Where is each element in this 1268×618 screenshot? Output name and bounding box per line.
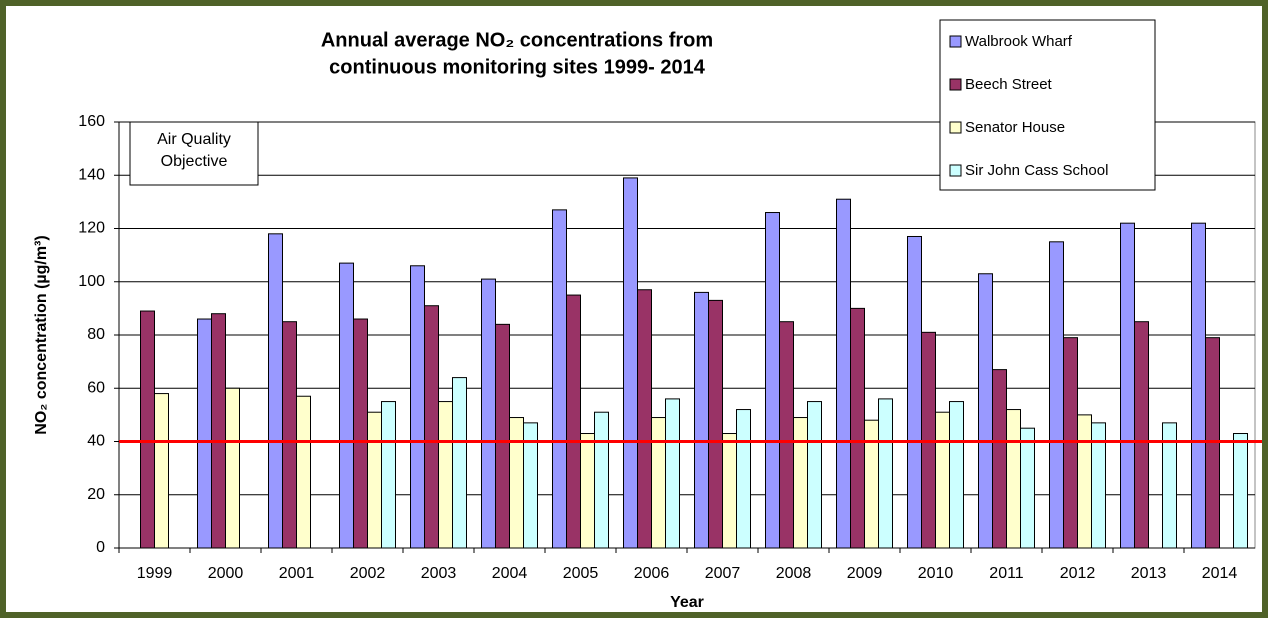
bar xyxy=(211,313,226,549)
bar xyxy=(452,377,467,549)
bar xyxy=(1233,433,1248,549)
bar xyxy=(339,262,354,549)
x-tick-label: 2007 xyxy=(705,565,741,582)
chart-title: continuous monitoring sites 1999- 2014 xyxy=(329,56,706,78)
x-tick-label: 2014 xyxy=(1202,565,1238,582)
bar xyxy=(1020,427,1035,549)
bar xyxy=(907,235,922,549)
bar xyxy=(637,289,652,549)
legend-label: Walbrook Wharf xyxy=(965,33,1073,50)
bar xyxy=(566,294,581,549)
bar xyxy=(708,299,723,549)
bar xyxy=(878,398,893,549)
objective-box xyxy=(129,121,259,186)
bar xyxy=(381,401,396,549)
bar xyxy=(807,401,822,549)
y-tick-label: 60 xyxy=(87,379,105,396)
y-tick-label: 80 xyxy=(87,326,105,343)
y-tick-label: 20 xyxy=(87,486,105,503)
x-tick-label: 2004 xyxy=(492,565,528,582)
y-tick-label: 40 xyxy=(87,433,105,450)
bar xyxy=(694,291,709,549)
bar xyxy=(296,395,311,549)
bar xyxy=(793,417,808,549)
y-tick-label: 120 xyxy=(78,220,105,237)
x-tick-label: 2010 xyxy=(918,565,954,582)
bar xyxy=(552,209,567,549)
bar xyxy=(992,369,1007,549)
x-tick-label: 2001 xyxy=(279,565,315,582)
bar xyxy=(495,323,510,549)
bar xyxy=(367,411,382,549)
bar xyxy=(779,321,794,549)
legend-box xyxy=(939,19,1156,191)
bar xyxy=(1077,414,1092,549)
bar xyxy=(481,278,496,549)
bar xyxy=(1162,422,1177,549)
x-tick-label: 2002 xyxy=(350,565,386,582)
bar xyxy=(1006,409,1021,549)
bar xyxy=(651,417,666,549)
bar xyxy=(623,177,638,549)
chart-title: Annual average NO₂ concentrations from xyxy=(321,29,713,51)
y-tick-label: 0 xyxy=(96,539,105,556)
legend-swatch xyxy=(949,164,962,177)
bar xyxy=(1134,321,1149,549)
bar xyxy=(523,422,538,549)
x-tick-label: 2006 xyxy=(634,565,670,582)
bar xyxy=(268,233,283,549)
bar xyxy=(978,273,993,549)
bar xyxy=(1191,222,1206,549)
bar xyxy=(140,310,155,549)
legend-label: Beech Street xyxy=(965,76,1053,93)
legend-swatch xyxy=(949,35,962,48)
bar xyxy=(154,393,169,549)
bar xyxy=(850,307,865,549)
legend-label: Senator House xyxy=(965,119,1065,136)
x-tick-label: 2013 xyxy=(1131,565,1167,582)
x-tick-label: 2011 xyxy=(989,565,1024,582)
x-tick-label: 2009 xyxy=(847,565,883,582)
legend-swatch xyxy=(949,121,962,134)
bar xyxy=(424,305,439,549)
x-tick-label: 2008 xyxy=(776,565,812,582)
bar xyxy=(722,433,737,549)
objective-label: Objective xyxy=(161,153,228,170)
bar xyxy=(353,318,368,549)
x-tick-label: 2005 xyxy=(563,565,599,582)
bar xyxy=(225,387,240,549)
x-tick-label: 1999 xyxy=(137,565,173,582)
x-tick-label: 2012 xyxy=(1060,565,1096,582)
bar xyxy=(949,401,964,549)
bar xyxy=(580,433,595,549)
bar xyxy=(197,318,212,549)
objective-label: Air Quality xyxy=(157,131,231,148)
x-axis-title: Year xyxy=(670,594,704,611)
bar xyxy=(765,212,780,549)
y-tick-label: 160 xyxy=(78,113,105,130)
bar xyxy=(935,411,950,549)
y-axis-title: NO₂ concentration (µg/m³) xyxy=(33,235,50,434)
bar xyxy=(736,409,751,549)
bar xyxy=(594,411,609,549)
legend-label: Sir John Cass School xyxy=(965,162,1108,179)
bar xyxy=(282,321,297,549)
legend-swatch xyxy=(949,78,962,91)
bar xyxy=(864,419,879,549)
bar xyxy=(1049,241,1064,549)
bar xyxy=(509,417,524,549)
bar xyxy=(836,198,851,549)
y-tick-label: 100 xyxy=(78,273,105,290)
bar xyxy=(410,265,425,549)
bar xyxy=(1120,222,1135,549)
x-tick-label: 2000 xyxy=(208,565,244,582)
bar xyxy=(438,401,453,549)
x-tick-label: 2003 xyxy=(421,565,457,582)
bar xyxy=(1091,422,1106,549)
bar xyxy=(665,398,680,549)
y-tick-label: 140 xyxy=(78,166,105,183)
